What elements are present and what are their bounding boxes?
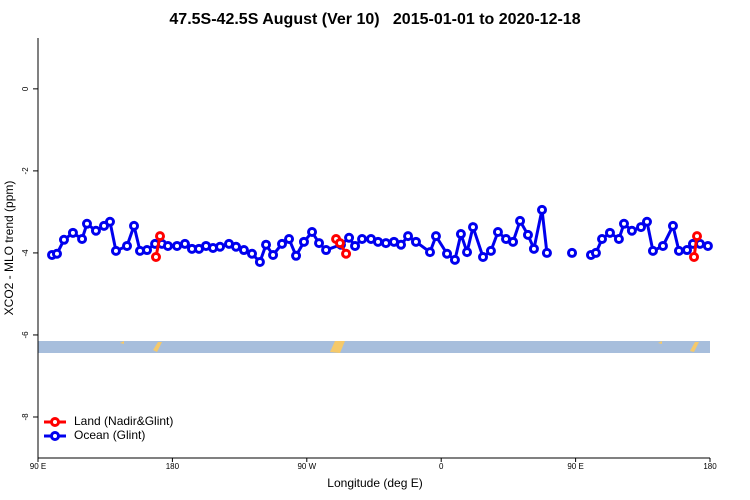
point — [341, 248, 352, 259]
point — [321, 245, 332, 256]
point — [81, 218, 92, 229]
point — [268, 249, 279, 260]
point — [478, 252, 489, 263]
x-axis-title: Longitude (deg E) — [327, 476, 422, 490]
x-tick-label: 0 — [439, 462, 444, 471]
point — [350, 240, 361, 251]
point — [567, 247, 578, 258]
point — [604, 227, 615, 238]
y-tick-label: 0 — [21, 86, 30, 91]
y-tick-label: -2 — [21, 167, 30, 175]
y-tick-label: -6 — [21, 331, 30, 339]
point — [537, 204, 547, 215]
point — [618, 218, 629, 229]
point — [613, 233, 624, 244]
legend-swatch-point — [50, 431, 60, 441]
point — [291, 250, 302, 261]
point — [51, 248, 62, 259]
point — [485, 245, 496, 256]
point — [689, 252, 700, 263]
point — [403, 231, 414, 242]
point — [410, 236, 421, 247]
y-axis-title: XCO2 - MLO trend (ppm) — [2, 181, 16, 316]
plot-area — [47, 204, 713, 267]
point — [396, 239, 407, 250]
point — [373, 236, 384, 247]
point — [155, 231, 166, 242]
point — [90, 225, 101, 236]
point — [455, 229, 466, 240]
point — [430, 231, 441, 242]
point — [425, 247, 435, 258]
x-tick-label: 90 W — [297, 462, 316, 471]
point — [682, 245, 693, 256]
point — [162, 240, 173, 251]
point — [462, 247, 473, 258]
chart-title: 47.5S-42.5S August (Ver 10) 2015-01-01 t… — [169, 11, 580, 28]
point — [641, 216, 652, 227]
point — [522, 229, 533, 240]
point — [667, 220, 678, 231]
point — [380, 238, 391, 249]
point — [246, 248, 257, 259]
land-mask-band — [38, 341, 710, 353]
point — [67, 227, 78, 238]
point — [179, 238, 190, 249]
point — [238, 245, 249, 256]
point — [357, 233, 368, 244]
y-tick-label: -4 — [21, 249, 30, 257]
point — [122, 240, 133, 251]
point — [314, 238, 325, 249]
point — [298, 236, 309, 247]
point — [231, 241, 242, 252]
point — [284, 233, 295, 244]
point — [277, 238, 288, 249]
point — [657, 240, 668, 251]
point — [449, 254, 460, 265]
point — [129, 220, 140, 231]
point — [541, 247, 552, 258]
point — [508, 236, 519, 247]
point — [515, 215, 526, 226]
x-tick-label: 180 — [166, 462, 180, 471]
point — [254, 256, 265, 267]
point — [58, 234, 69, 245]
point — [692, 231, 703, 242]
point — [150, 252, 161, 263]
point — [468, 222, 479, 233]
point — [702, 240, 713, 251]
point — [172, 240, 183, 251]
x-tick-label: 90 E — [567, 462, 583, 471]
point — [626, 225, 637, 236]
y-tick-label: -8 — [21, 413, 30, 421]
point — [636, 222, 647, 233]
point — [442, 248, 453, 259]
x-tick-label: 90 E — [30, 462, 46, 471]
point — [597, 233, 608, 244]
point — [104, 216, 115, 227]
legend-swatch-point — [50, 417, 60, 427]
point — [110, 245, 121, 256]
point — [344, 232, 355, 243]
point — [647, 245, 658, 256]
x-tick-label: 180 — [703, 462, 717, 471]
legend-label: Land (Nadir&Glint) — [74, 414, 173, 428]
point — [215, 241, 226, 252]
point — [142, 245, 153, 256]
point — [307, 227, 318, 238]
point — [77, 233, 88, 244]
point — [261, 239, 272, 250]
point — [528, 243, 539, 254]
legend-label: Ocean (Glint) — [74, 428, 145, 442]
point — [334, 238, 345, 249]
point — [492, 227, 503, 238]
point — [673, 245, 684, 256]
point — [590, 247, 601, 258]
